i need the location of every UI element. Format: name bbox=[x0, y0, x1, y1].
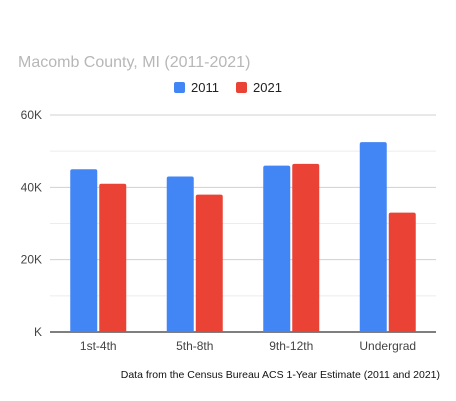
legend-label: 2011 bbox=[191, 80, 219, 95]
bar-2011-5th-8th bbox=[166, 176, 194, 332]
x-tick-label: 9th-12th bbox=[269, 339, 313, 353]
bar-2021-9th-12th bbox=[292, 163, 320, 332]
bar-2021-5th-8th bbox=[195, 194, 223, 332]
chart-title: Macomb County, MI (2011-2021) bbox=[18, 54, 250, 71]
x-tick-label: Undergrad bbox=[359, 339, 416, 353]
bar-2021-1st-4th bbox=[99, 183, 127, 332]
x-tick-label: 5th-8th bbox=[176, 339, 213, 353]
y-tick-label: K bbox=[34, 325, 42, 339]
legend: 2011 2021 bbox=[174, 80, 282, 95]
source-note: Data from the Census Bureau ACS 1-Year E… bbox=[121, 369, 440, 381]
y-tick-label: 20K bbox=[21, 253, 42, 267]
bar-2011-1st-4th bbox=[70, 169, 98, 332]
y-tick-label: 40K bbox=[21, 180, 42, 194]
y-axis: K 20K 40K 60K bbox=[21, 108, 42, 339]
legend-swatch bbox=[174, 82, 185, 93]
bar-2021-Undergrad bbox=[388, 212, 416, 332]
bars bbox=[70, 142, 416, 332]
bar-2011-Undergrad bbox=[359, 142, 387, 332]
y-tick-label: 60K bbox=[21, 108, 42, 122]
legend-label: 2021 bbox=[253, 80, 282, 95]
x-tick-label: 1st-4th bbox=[80, 339, 117, 353]
legend-swatch bbox=[236, 82, 247, 93]
x-axis: 1st-4th 5th-8th 9th-12th Undergrad bbox=[80, 339, 416, 353]
bar-2011-9th-12th bbox=[263, 165, 291, 332]
